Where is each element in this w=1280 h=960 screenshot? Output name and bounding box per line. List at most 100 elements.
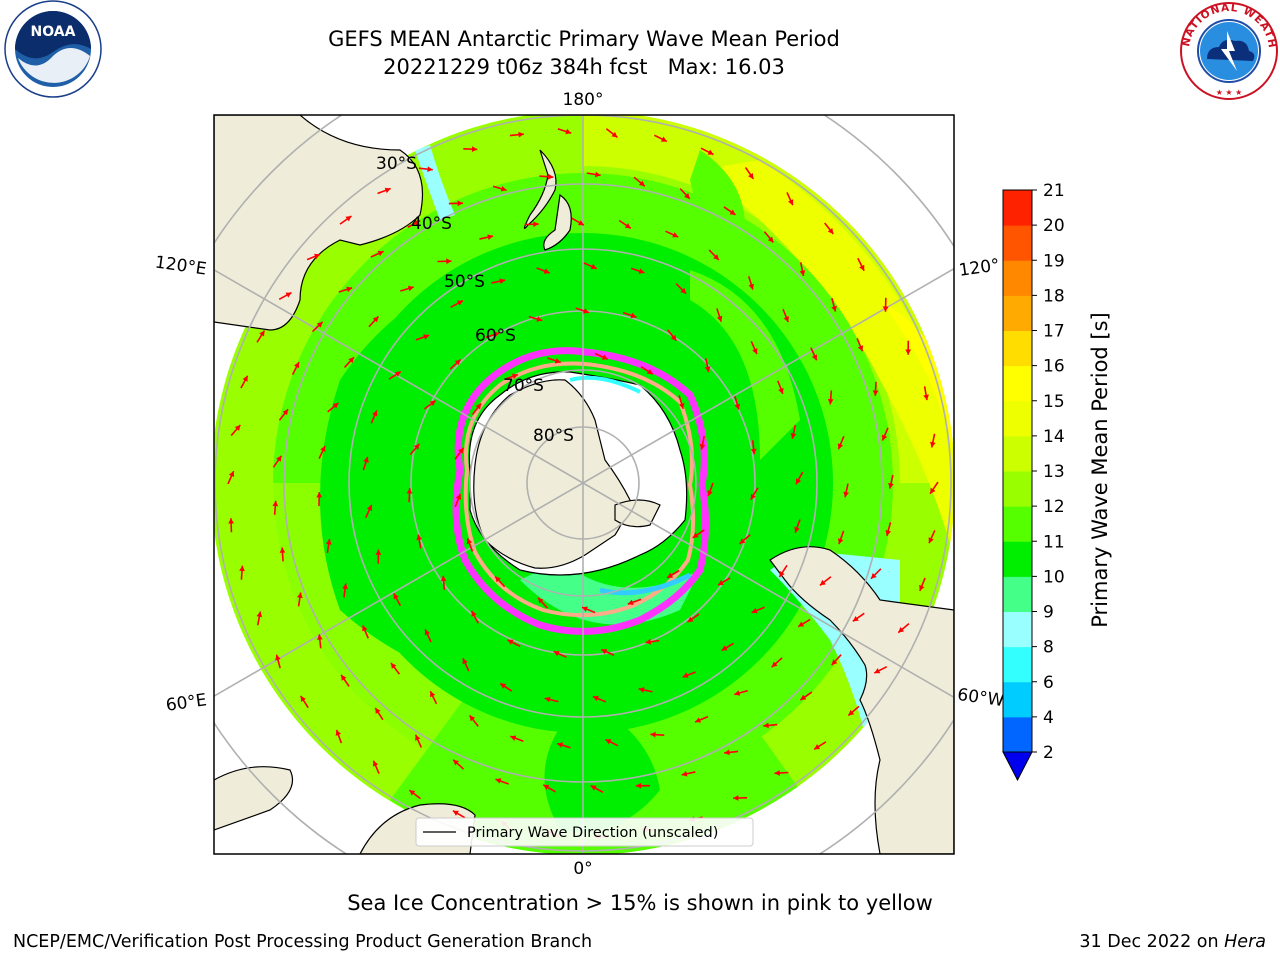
wave-arrow-head bbox=[788, 199, 794, 206]
wave-arrow-head bbox=[811, 354, 818, 361]
nws-logo: NATIONAL WEATHER SERVICE ★ ★ ★ bbox=[1177, 1, 1278, 100]
wave-arrow-head bbox=[923, 394, 929, 401]
wave-arrow-head bbox=[499, 278, 506, 285]
wave-arrow-head bbox=[645, 638, 652, 645]
colorbar-band bbox=[1003, 716, 1032, 753]
wave-arrow-head bbox=[695, 717, 702, 723]
wave-arrow-head bbox=[881, 434, 888, 441]
wave-arrow-head bbox=[500, 683, 507, 689]
wave-arrow-head bbox=[279, 547, 286, 553]
colorbar-tick-label: 16 bbox=[1043, 357, 1065, 377]
wave-arrow-head bbox=[565, 128, 572, 135]
wave-arrow-head bbox=[750, 448, 757, 455]
wave-arrow-head bbox=[635, 782, 642, 789]
colorbar-tick-label: 13 bbox=[1043, 462, 1065, 482]
wave-arrow-head bbox=[554, 358, 561, 364]
wave-arrow-head bbox=[814, 744, 821, 750]
wave-arrow-head bbox=[733, 795, 739, 801]
wave-arrow-head bbox=[239, 565, 245, 572]
wave-arrow-head bbox=[646, 368, 653, 375]
lat-label-50s: 50°S bbox=[444, 272, 485, 292]
wave-arrow-head bbox=[790, 432, 797, 439]
wave-arrow-head bbox=[346, 286, 353, 293]
wave-arrow-head bbox=[423, 334, 430, 340]
wave-arrow-head bbox=[372, 760, 379, 767]
wave-arrow-head bbox=[256, 611, 263, 618]
colorbar-band bbox=[1003, 541, 1032, 577]
wave-arrow-head bbox=[827, 398, 834, 405]
wave-arrow-head bbox=[930, 487, 936, 494]
wave-arrow-head bbox=[234, 424, 241, 431]
wave-arrow-head bbox=[799, 270, 806, 277]
wave-arrow-head bbox=[537, 597, 544, 604]
wave-arrow-head bbox=[510, 735, 517, 741]
wave-arrow-head bbox=[300, 695, 306, 702]
wave-arrow-head bbox=[888, 482, 894, 489]
colorbar-band bbox=[1003, 471, 1032, 507]
wave-arrow-head bbox=[843, 491, 849, 498]
wave-arrow-head bbox=[471, 610, 477, 617]
wave-arrow-head bbox=[427, 166, 433, 173]
wave-arrow-head bbox=[341, 674, 347, 681]
wave-arrow-head bbox=[798, 621, 805, 627]
wave-arrow-head bbox=[670, 334, 677, 341]
wave-arrow-head bbox=[342, 583, 348, 590]
wave-arrow-head bbox=[748, 172, 754, 179]
colorbar-band bbox=[1003, 225, 1032, 261]
wave-arrow-head bbox=[627, 599, 634, 606]
wave-arrow-head bbox=[905, 349, 912, 355]
wave-arrow-head bbox=[456, 300, 463, 306]
wave-arrow-head bbox=[831, 659, 838, 666]
colorbar-tick-label: 2 bbox=[1043, 743, 1054, 763]
wave-arrow-head bbox=[729, 209, 736, 215]
wave-arrow-head bbox=[601, 354, 608, 360]
wave-arrow-head bbox=[763, 722, 769, 729]
wave-arrow-head bbox=[796, 478, 802, 485]
noaa-logo-text: NOAA bbox=[31, 24, 76, 40]
wave-arrow-head bbox=[544, 696, 551, 703]
colorbar-band bbox=[1003, 365, 1032, 402]
wave-arrow-head bbox=[581, 606, 588, 612]
wave-arrow-head bbox=[372, 410, 378, 417]
colorbar-extend-triangle bbox=[1002, 751, 1033, 782]
wave-arrow-head bbox=[453, 759, 459, 766]
wave-arrow-head bbox=[919, 584, 925, 591]
wave-arrow-head bbox=[469, 715, 476, 722]
wave-arrow-head bbox=[455, 493, 462, 500]
wave-arrow-head bbox=[577, 220, 584, 226]
wave-arrow-head bbox=[870, 572, 877, 579]
wave-arrow-head bbox=[495, 576, 501, 583]
wave-arrow-head bbox=[407, 285, 414, 292]
wave-arrow-head bbox=[414, 220, 421, 226]
wave-arrow-head bbox=[363, 456, 369, 463]
colorbar-tick-label: 21 bbox=[1043, 183, 1065, 201]
wave-arrow-head bbox=[372, 316, 379, 323]
colorbar-tick-label: 20 bbox=[1043, 216, 1065, 236]
colorbar-band bbox=[1003, 330, 1032, 367]
wave-arrow-head bbox=[377, 250, 384, 257]
wave-arrow-head bbox=[511, 373, 518, 380]
wave-arrow-head bbox=[297, 592, 303, 599]
wave-arrow-head bbox=[452, 810, 459, 816]
wave-arrow-head bbox=[543, 784, 550, 790]
wave-arrow-head bbox=[687, 616, 694, 623]
wave-arrow-head bbox=[457, 200, 463, 207]
wave-arrow-head bbox=[454, 359, 461, 366]
wave-arrow-head bbox=[375, 707, 381, 714]
wave-arrow-head bbox=[874, 668, 881, 674]
map-legend: Primary Wave Direction (unscaled) bbox=[415, 817, 754, 847]
wave-arrow-head bbox=[929, 441, 936, 448]
colorbar-band bbox=[1003, 190, 1032, 226]
colorbar-band bbox=[1003, 295, 1032, 331]
colorbar-tick-label: 11 bbox=[1043, 532, 1065, 552]
wave-arrow-head bbox=[684, 193, 690, 199]
wave-arrow-head bbox=[393, 593, 399, 600]
wave-arrow-head bbox=[831, 305, 837, 312]
wave-arrow-head bbox=[650, 731, 656, 738]
wave-arrow-head bbox=[739, 538, 746, 544]
colorbar: 2 4 6 8 9 10 11 12 13 14 15 16 17 18 19 20 21 bbox=[1002, 183, 1065, 782]
colorbar-tick-label: 15 bbox=[1043, 392, 1065, 412]
wave-arrow-head bbox=[259, 330, 265, 337]
wave-arrow-head bbox=[857, 345, 864, 352]
wave-arrow-head bbox=[724, 749, 730, 756]
